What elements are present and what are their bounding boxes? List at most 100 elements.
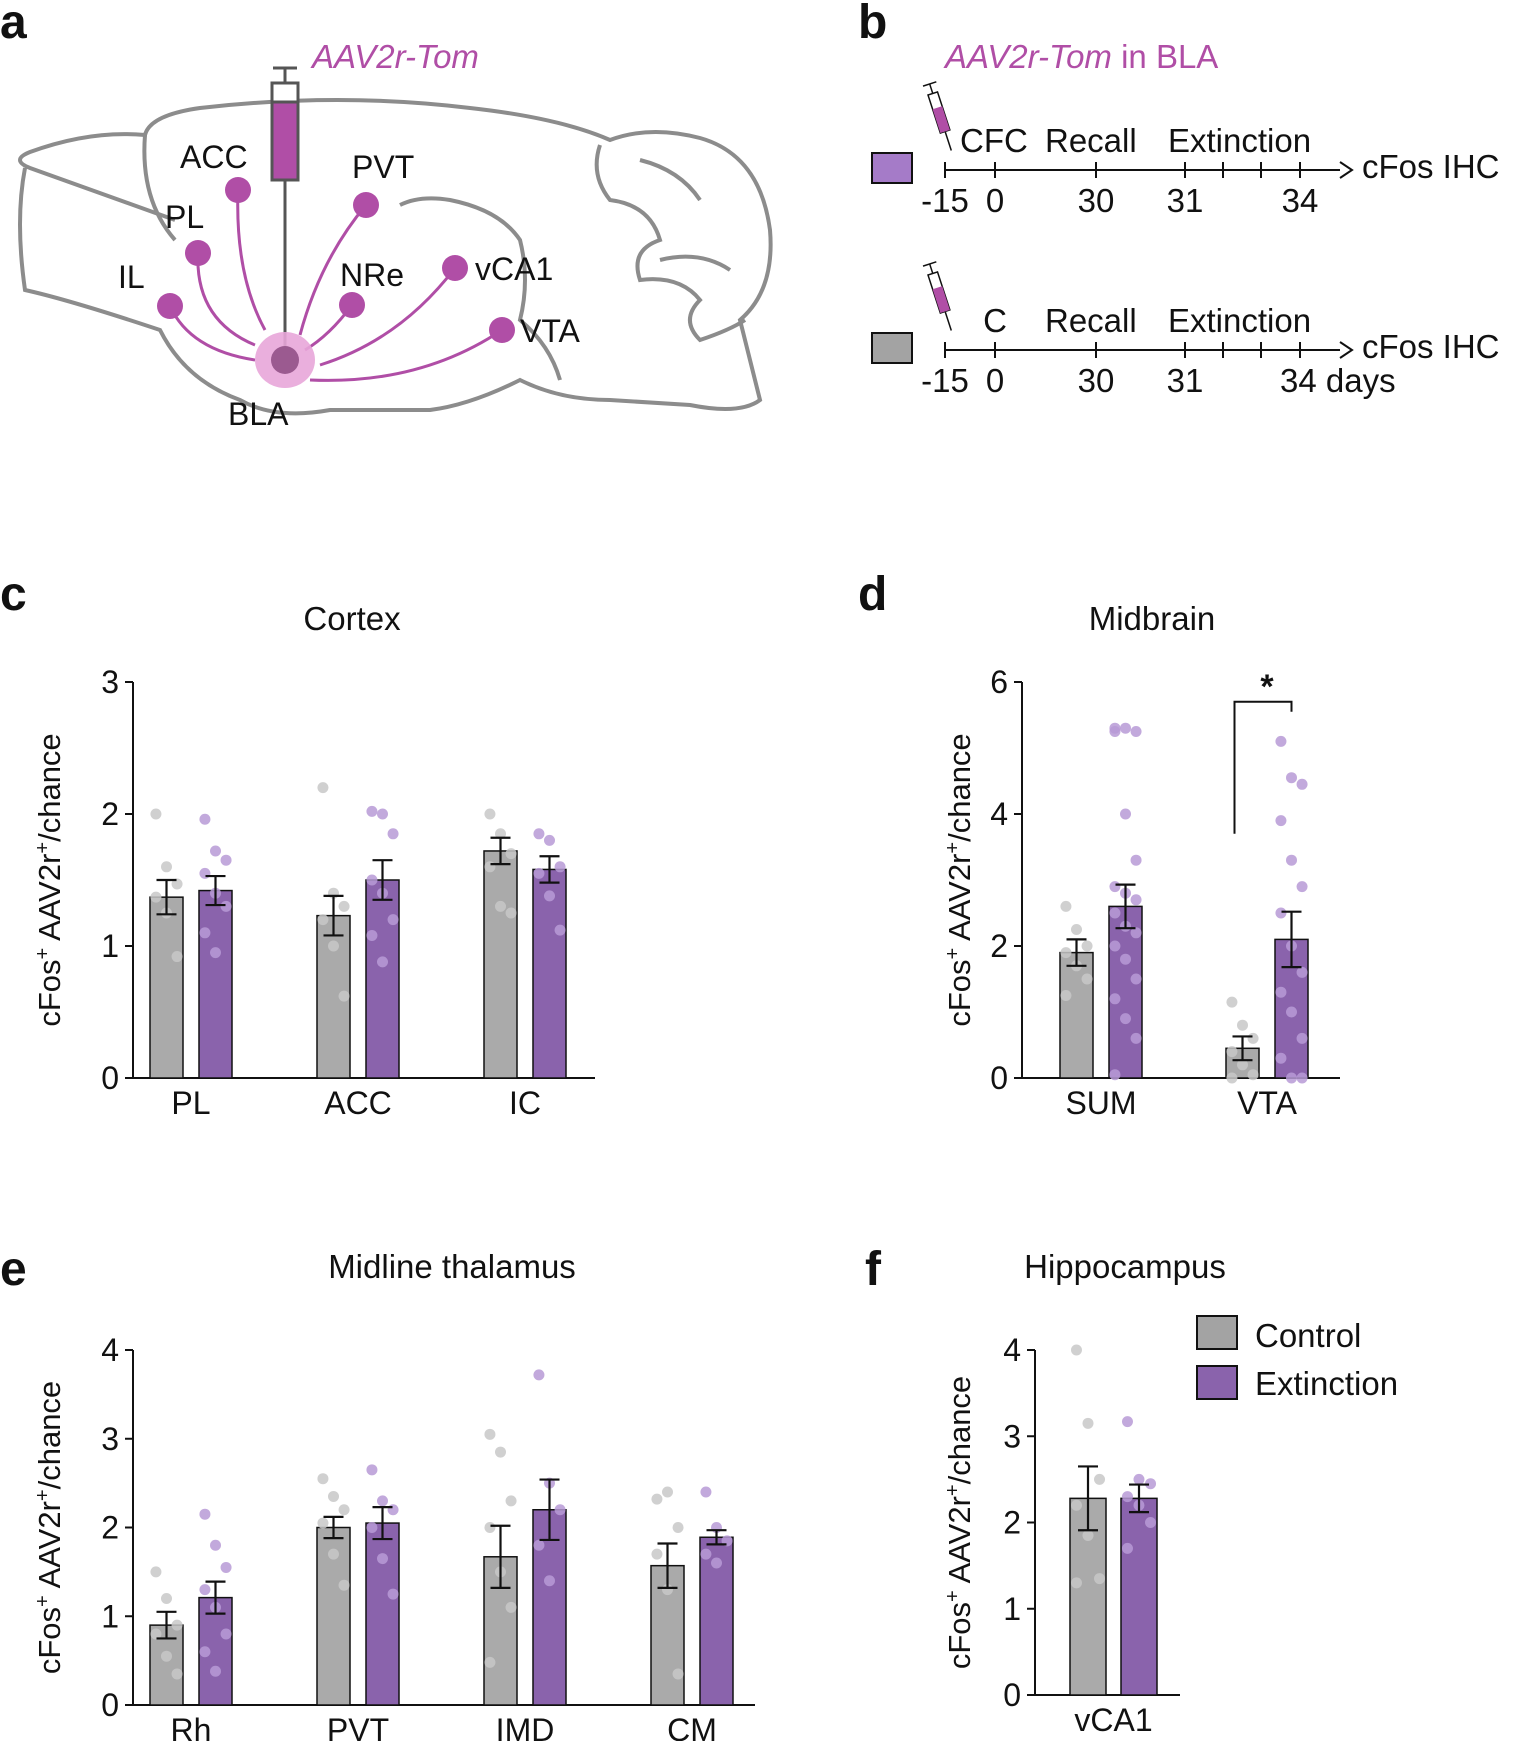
timeline-title-suffix: in BLA [1112,38,1218,75]
y-tick-label: 0 [1003,1677,1021,1713]
bar-extinction [198,889,233,1079]
data-point-extinction [1275,907,1287,919]
projection-pl [196,252,256,347]
data-point-extinction [1109,993,1121,1005]
data-point-extinction [199,813,211,825]
y-axis-label: cFos+ AAV2r+/chance [942,733,977,1026]
x-category-label: Rh [171,1712,212,1741]
y-tick-label: 4 [101,1332,119,1368]
data-point-extinction [1275,815,1287,827]
panel-label-c: c [0,568,27,621]
projection-vca1 [319,267,457,367]
x-category-label: ACC [324,1085,392,1121]
data-point-control [1226,1072,1238,1084]
bar-control [483,850,518,1079]
data-point-control [328,940,339,952]
data-point-extinction [544,834,555,846]
y-tick-label: 0 [101,1687,119,1723]
panel-label-a: a [0,0,27,49]
data-point-extinction [377,1553,388,1565]
data-point-control [1070,1344,1082,1356]
data-point-extinction [1109,940,1121,952]
data-point-extinction [220,1628,232,1640]
day-label: 30 [1078,362,1115,399]
data-point-control [495,1446,506,1458]
event-extinction: Extinction [1168,122,1311,159]
data-point-extinction [1120,953,1131,965]
y-tick-label: 4 [1003,1332,1021,1368]
panel-label-d: d [858,568,887,621]
brain-sulcus-frontal [142,134,177,242]
data-point-extinction [1130,973,1142,985]
data-point-extinction [366,874,378,886]
data-point-control [1237,1059,1248,1071]
y-axis-label-part: cFos [942,1602,977,1669]
data-point-control [317,782,329,794]
x-category-label: VTA [1237,1085,1298,1121]
day-label: -15 [921,182,969,219]
data-point-extinction [1109,907,1121,919]
data-point-extinction [1133,1473,1145,1485]
y-axis-label-part: AAV2r [32,1501,67,1595]
syringe-icon [922,261,953,331]
data-point-control [1060,990,1072,1001]
bar-control [1059,951,1094,1079]
data-point-extinction [377,1495,388,1507]
data-point-extinction [1286,772,1297,784]
x-category-label: PVT [327,1712,389,1741]
data-point-extinction [700,1486,712,1498]
data-point-extinction [220,1561,232,1573]
data-point-extinction [1275,735,1287,747]
data-point-extinction [1130,726,1142,737]
y-axis-label-sup: + [942,842,964,854]
data-point-extinction [1109,726,1121,737]
data-point-extinction [700,1548,712,1560]
virus-label: AAV2r-Tom [310,38,479,75]
day-label: 34 days [1280,362,1396,399]
y-axis-label-part: AAV2r [32,854,67,948]
data-point-extinction [1296,1032,1308,1044]
y-axis-label-part: /chance [32,733,67,842]
data-point-extinction [1120,1013,1131,1025]
day-label: 34 [1282,182,1319,219]
data-point-control [484,808,496,820]
data-point-control [505,848,517,860]
data-point-extinction [1130,894,1142,906]
node-vca1 [442,255,468,281]
data-point-extinction [1296,966,1308,978]
region-label-acc: ACC [180,139,248,175]
data-point-extinction [533,1369,545,1381]
y-tick-label: 3 [101,1421,119,1457]
y-tick-label: 6 [990,664,1008,700]
y-axis-label-sup: + [32,948,54,960]
data-point-extinction [199,927,211,939]
y-axis-label-part: AAV2r [942,1496,977,1590]
data-point-extinction [199,867,211,879]
region-label-pl: PL [165,199,204,235]
data-point-extinction [210,947,221,959]
panel-label-f: f [865,1243,882,1296]
data-point-extinction [210,845,221,857]
legend: Control Extinction [1196,1315,1398,1402]
bar-control [149,896,184,1079]
data-point-control [495,900,506,912]
x-category-label: SUM [1065,1085,1136,1121]
panel-label-e: e [0,1243,27,1296]
data-point-extinction [1296,1072,1308,1084]
data-point-control [1247,1069,1259,1081]
data-point-control [505,1495,517,1507]
data-point-extinction [220,900,232,912]
y-axis-label-part: cFos [32,1607,67,1674]
day-label: 31 [1167,182,1204,219]
y-axis-label-part: /chance [32,1381,67,1490]
y-tick-label: 2 [990,928,1008,964]
data-point-control [505,1601,517,1613]
data-point-control [484,1428,496,1440]
data-point-extinction [1120,808,1131,820]
data-point-extinction [199,1646,211,1658]
y-tick-label: 0 [990,1060,1008,1096]
